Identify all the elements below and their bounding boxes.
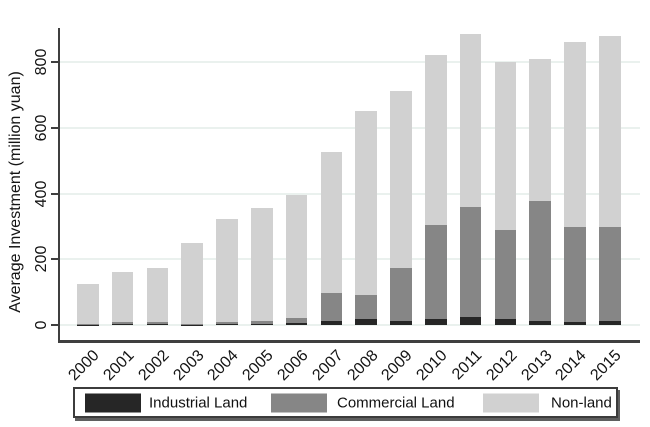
y-tick-600 bbox=[51, 126, 58, 129]
y-tick-0 bbox=[51, 324, 58, 326]
bar-2010-commercial-land bbox=[425, 224, 447, 320]
bar-2015-non-land bbox=[599, 36, 621, 227]
y-tick-label-0: 0 bbox=[33, 320, 50, 330]
x-tick-label-text-2011: 2011 bbox=[449, 347, 486, 384]
bar-2007-non-land bbox=[320, 151, 343, 294]
bar-2001-commercial-land bbox=[111, 322, 134, 325]
legend-swatch-non-land bbox=[483, 393, 539, 412]
bar-2004-commercial-land bbox=[216, 322, 238, 325]
bar-2008-commercial-land bbox=[355, 294, 377, 319]
legend-label-industrial-land: Industrial Land bbox=[149, 394, 248, 411]
x-tick-label-text-2007: 2007 bbox=[309, 347, 347, 385]
x-tick-label-text-2010: 2010 bbox=[413, 347, 451, 385]
bar-2011-industrial-land bbox=[459, 317, 482, 325]
bar-2003-commercial-land bbox=[181, 324, 203, 325]
bar-2012-non-land bbox=[494, 62, 517, 230]
y-tick-200 bbox=[51, 258, 58, 261]
bar-2010-industrial-land bbox=[425, 319, 447, 325]
bar-2006-non-land bbox=[285, 194, 308, 318]
bar-2008-non-land bbox=[355, 110, 377, 295]
bar-2006-industrial-land bbox=[285, 323, 308, 325]
bar-2007-commercial-land bbox=[320, 293, 343, 322]
bar-2000-non-land bbox=[77, 284, 99, 324]
y-tick-label-200: 200 bbox=[33, 245, 50, 273]
bar-2004-industrial-land bbox=[216, 324, 238, 325]
bar-2000-commercial-land bbox=[77, 324, 99, 325]
bar-2002-non-land bbox=[146, 267, 169, 323]
bar-2005-non-land bbox=[251, 207, 273, 322]
gridline-200 bbox=[60, 258, 640, 261]
gridline-600 bbox=[60, 126, 640, 129]
bar-2005-commercial-land bbox=[251, 321, 273, 324]
bar-2002-industrial-land bbox=[146, 324, 169, 325]
legend-label-non-land: Non-land bbox=[551, 394, 612, 411]
gridline-800 bbox=[60, 61, 640, 63]
bar-2006-commercial-land bbox=[285, 317, 308, 324]
x-tick-label-text-2006: 2006 bbox=[274, 347, 312, 385]
x-tick-label-text-2002: 2002 bbox=[135, 347, 173, 385]
bar-2015-commercial-land bbox=[599, 226, 621, 322]
bar-2003-non-land bbox=[181, 243, 203, 324]
legend-label-commercial-land: Commercial Land bbox=[337, 394, 455, 411]
bar-2012-industrial-land bbox=[494, 318, 517, 325]
bar-2015-industrial-land bbox=[599, 321, 621, 325]
bar-2002-commercial-land bbox=[146, 322, 169, 325]
x-tick-label-text-2013: 2013 bbox=[518, 347, 556, 385]
bar-2009-industrial-land bbox=[390, 321, 412, 325]
gridline-400 bbox=[60, 192, 640, 195]
bar-2009-commercial-land bbox=[390, 267, 412, 322]
gridline-0 bbox=[60, 324, 640, 326]
y-tick-label-800: 800 bbox=[33, 48, 50, 76]
bar-2014-commercial-land bbox=[564, 227, 586, 323]
bar-2013-commercial-land bbox=[529, 200, 551, 322]
x-tick-label-text-2012: 2012 bbox=[483, 347, 521, 385]
bar-2013-non-land bbox=[529, 58, 551, 201]
bar-2008-industrial-land bbox=[355, 318, 377, 325]
y-tick-400 bbox=[51, 192, 58, 195]
y-tick-800 bbox=[51, 61, 58, 63]
bar-2014-industrial-land bbox=[564, 322, 586, 325]
bar-2001-industrial-land bbox=[111, 324, 134, 325]
y-tick-label-400: 400 bbox=[33, 180, 50, 207]
bar-2013-industrial-land bbox=[529, 321, 551, 325]
x-tick-label-text-2014: 2014 bbox=[552, 347, 591, 385]
bar-2009-non-land bbox=[390, 90, 412, 268]
bar-2010-non-land bbox=[425, 55, 447, 225]
x-tick-label-text-2001: 2001 bbox=[100, 347, 138, 385]
y-axis-title: Average Investment (million yuan) bbox=[7, 71, 24, 313]
bar-2011-non-land bbox=[459, 33, 482, 208]
bar-2005-industrial-land bbox=[251, 324, 273, 325]
bar-2004-non-land bbox=[216, 219, 238, 323]
x-tick-label-text-2009: 2009 bbox=[378, 347, 417, 385]
y-axis-line bbox=[58, 28, 60, 343]
x-tick-label-text-2000: 2000 bbox=[65, 347, 103, 385]
bar-2012-commercial-land bbox=[494, 229, 517, 319]
y-tick-label-600: 600 bbox=[33, 114, 50, 142]
x-axis-line bbox=[58, 340, 640, 343]
x-tick-label-text-2004: 2004 bbox=[204, 347, 243, 385]
legend-swatch-commercial-land bbox=[271, 393, 327, 412]
x-tick-label-text-2003: 2003 bbox=[170, 347, 208, 385]
legend: Industrial Land Commercial Land Non-land bbox=[73, 387, 618, 418]
bar-2007-industrial-land bbox=[320, 321, 343, 325]
x-tick-label-text-2005: 2005 bbox=[239, 347, 277, 385]
x-tick-label-text-2008: 2008 bbox=[344, 347, 382, 385]
legend-swatch-industrial-land bbox=[85, 393, 141, 412]
bar-2014-non-land bbox=[564, 41, 586, 228]
bar-2011-commercial-land bbox=[459, 207, 482, 318]
bar-2001-non-land bbox=[111, 272, 134, 323]
x-tick-label-text-2015: 2015 bbox=[587, 347, 625, 385]
